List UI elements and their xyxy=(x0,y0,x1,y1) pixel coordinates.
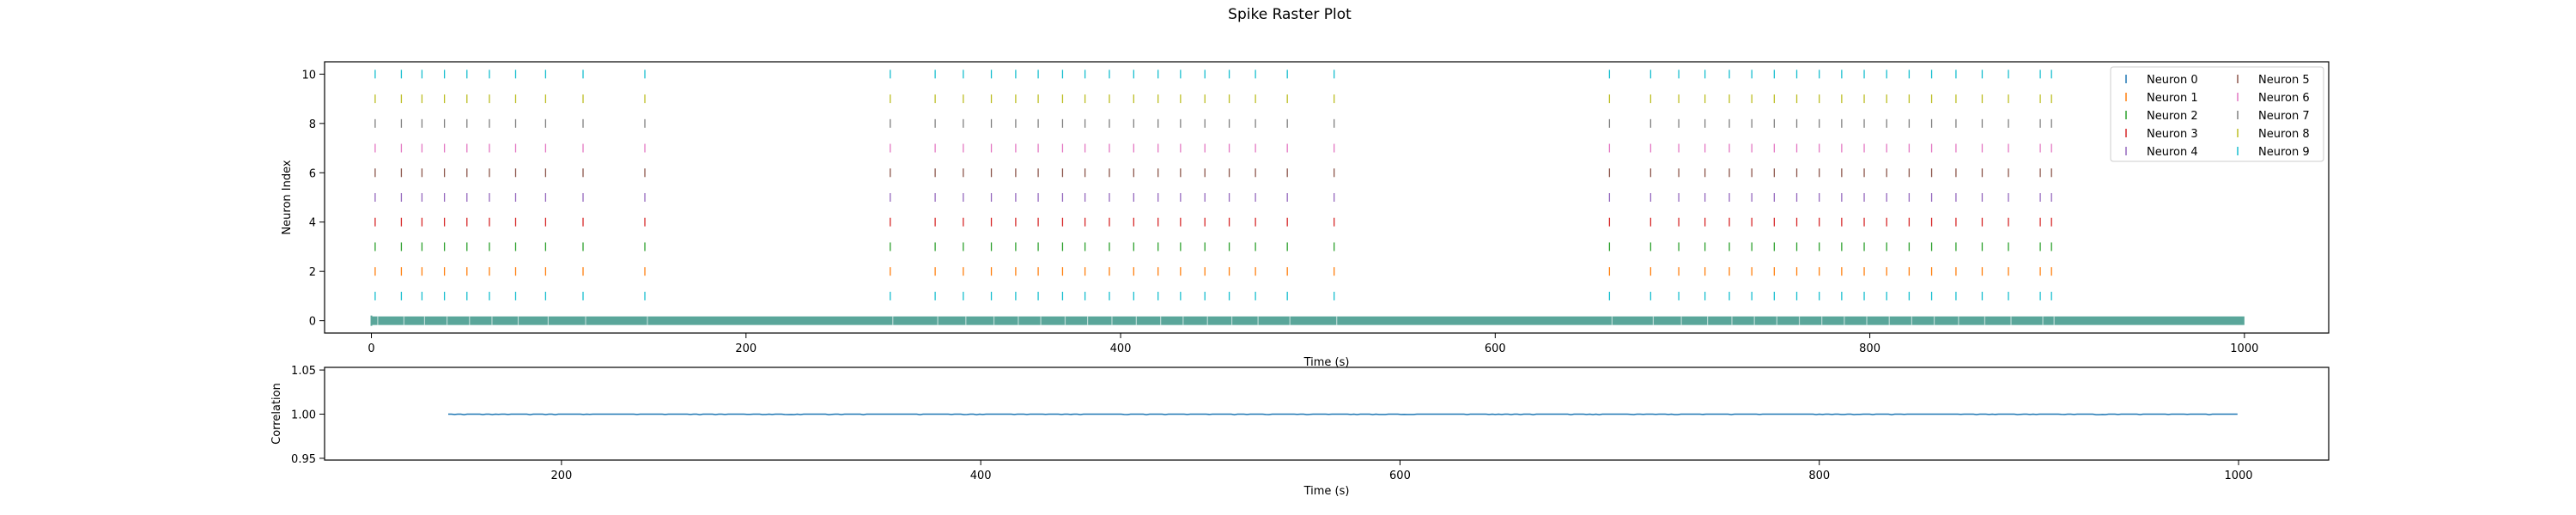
spike-row-4 xyxy=(374,217,2052,227)
legend-entry: Neuron 7 xyxy=(2237,110,2310,123)
spike-row-7 xyxy=(374,143,2052,153)
legend-entry: Neuron 8 xyxy=(2237,128,2310,141)
legend-label: Neuron 4 xyxy=(2147,146,2198,159)
x-tick-label: 1000 xyxy=(2224,470,2252,482)
legend-entry: Neuron 9 xyxy=(2237,146,2310,159)
x-tick-label: 1000 xyxy=(2230,342,2258,355)
correlation-plot: 200 400 600 800 1000 0.95 1.00 1.05 Time (s) C… xyxy=(270,365,2330,498)
spike-row-3 xyxy=(374,242,2052,251)
spike-row-9 xyxy=(374,94,2052,104)
correlation-y-ticks: 0.95 1.00 1.05 xyxy=(291,365,325,466)
raster-legend: Neuron 0 Neuron 1 Neuron 2 Neuron 3 Neuron 4… xyxy=(2110,66,2324,162)
legend-label: Neuron 7 xyxy=(2258,110,2310,123)
y-tick-label: 0.95 xyxy=(291,453,316,466)
raster-y-ticks: 0 2 4 6 8 10 xyxy=(301,69,325,329)
legend-entry: Neuron 5 xyxy=(2237,74,2310,87)
figure-title: Spike Raster Plot xyxy=(1228,6,1352,23)
raster-plot: 0 200 400 600 800 1000 0 2 4 6 8 10 Time (s) Neuro… xyxy=(281,61,2330,369)
x-tick-label: 400 xyxy=(970,470,992,482)
x-tick-label: 400 xyxy=(1110,342,1132,355)
legend-entry: Neuron 0 xyxy=(2125,74,2198,87)
x-tick-label: 600 xyxy=(1485,342,1506,355)
spike-row-2 xyxy=(374,267,2052,276)
y-tick-label: 2 xyxy=(309,266,316,279)
y-tick-label: 1.05 xyxy=(291,365,316,378)
legend-label: Neuron 0 xyxy=(2147,74,2198,87)
raster-y-axis-label: Neuron Index xyxy=(281,160,294,234)
legend-entry: Neuron 4 xyxy=(2125,146,2198,159)
spike-row-10 xyxy=(374,70,2052,79)
neuron-0-spike-band xyxy=(371,316,2245,325)
y-tick-label: 10 xyxy=(301,69,316,82)
correlation-y-axis-label: Correlation xyxy=(270,383,283,445)
correlation-axes-frame xyxy=(324,367,2330,461)
correlation-x-ticks: 200 400 600 800 1000 xyxy=(550,460,2253,482)
legend-entry: Neuron 3 xyxy=(2125,128,2198,141)
x-tick-label: 200 xyxy=(735,342,756,355)
legend-box xyxy=(2110,66,2324,162)
raster-marks-layer xyxy=(370,70,2245,326)
legend-label: Neuron 6 xyxy=(2258,92,2310,105)
x-tick-label: 800 xyxy=(1859,342,1880,355)
x-tick-label: 0 xyxy=(368,342,374,355)
spike-row-8 xyxy=(374,118,2052,128)
x-tick-label: 600 xyxy=(1389,470,1411,482)
y-tick-label: 0 xyxy=(309,316,316,329)
legend-label: Neuron 8 xyxy=(2258,128,2310,141)
legend-label: Neuron 5 xyxy=(2258,74,2310,87)
legend-entry: Neuron 6 xyxy=(2237,92,2310,105)
legend-entry: Neuron 1 xyxy=(2125,92,2198,105)
legend-label: Neuron 9 xyxy=(2258,146,2310,159)
raster-axes-frame xyxy=(324,61,2330,334)
legend-label: Neuron 1 xyxy=(2147,92,2198,105)
y-tick-label: 8 xyxy=(309,118,316,131)
legend-label: Neuron 3 xyxy=(2147,128,2198,141)
legend-entry: Neuron 2 xyxy=(2125,110,2198,123)
spike-row-5 xyxy=(374,193,2052,202)
correlation-x-axis-label: Time (s) xyxy=(1303,485,1350,498)
y-tick-label: 4 xyxy=(309,217,316,230)
raster-x-ticks: 0 200 400 600 800 1000 xyxy=(368,333,2258,355)
y-tick-label: 1.00 xyxy=(291,409,316,422)
x-tick-label: 200 xyxy=(550,470,572,482)
x-tick-label: 800 xyxy=(1808,470,1830,482)
spike-row-1 xyxy=(374,291,2052,300)
legend-label: Neuron 2 xyxy=(2147,110,2198,123)
raster-x-axis-label: Time (s) xyxy=(1303,356,1350,369)
spike-row-6 xyxy=(374,168,2052,178)
y-tick-label: 6 xyxy=(309,167,316,180)
